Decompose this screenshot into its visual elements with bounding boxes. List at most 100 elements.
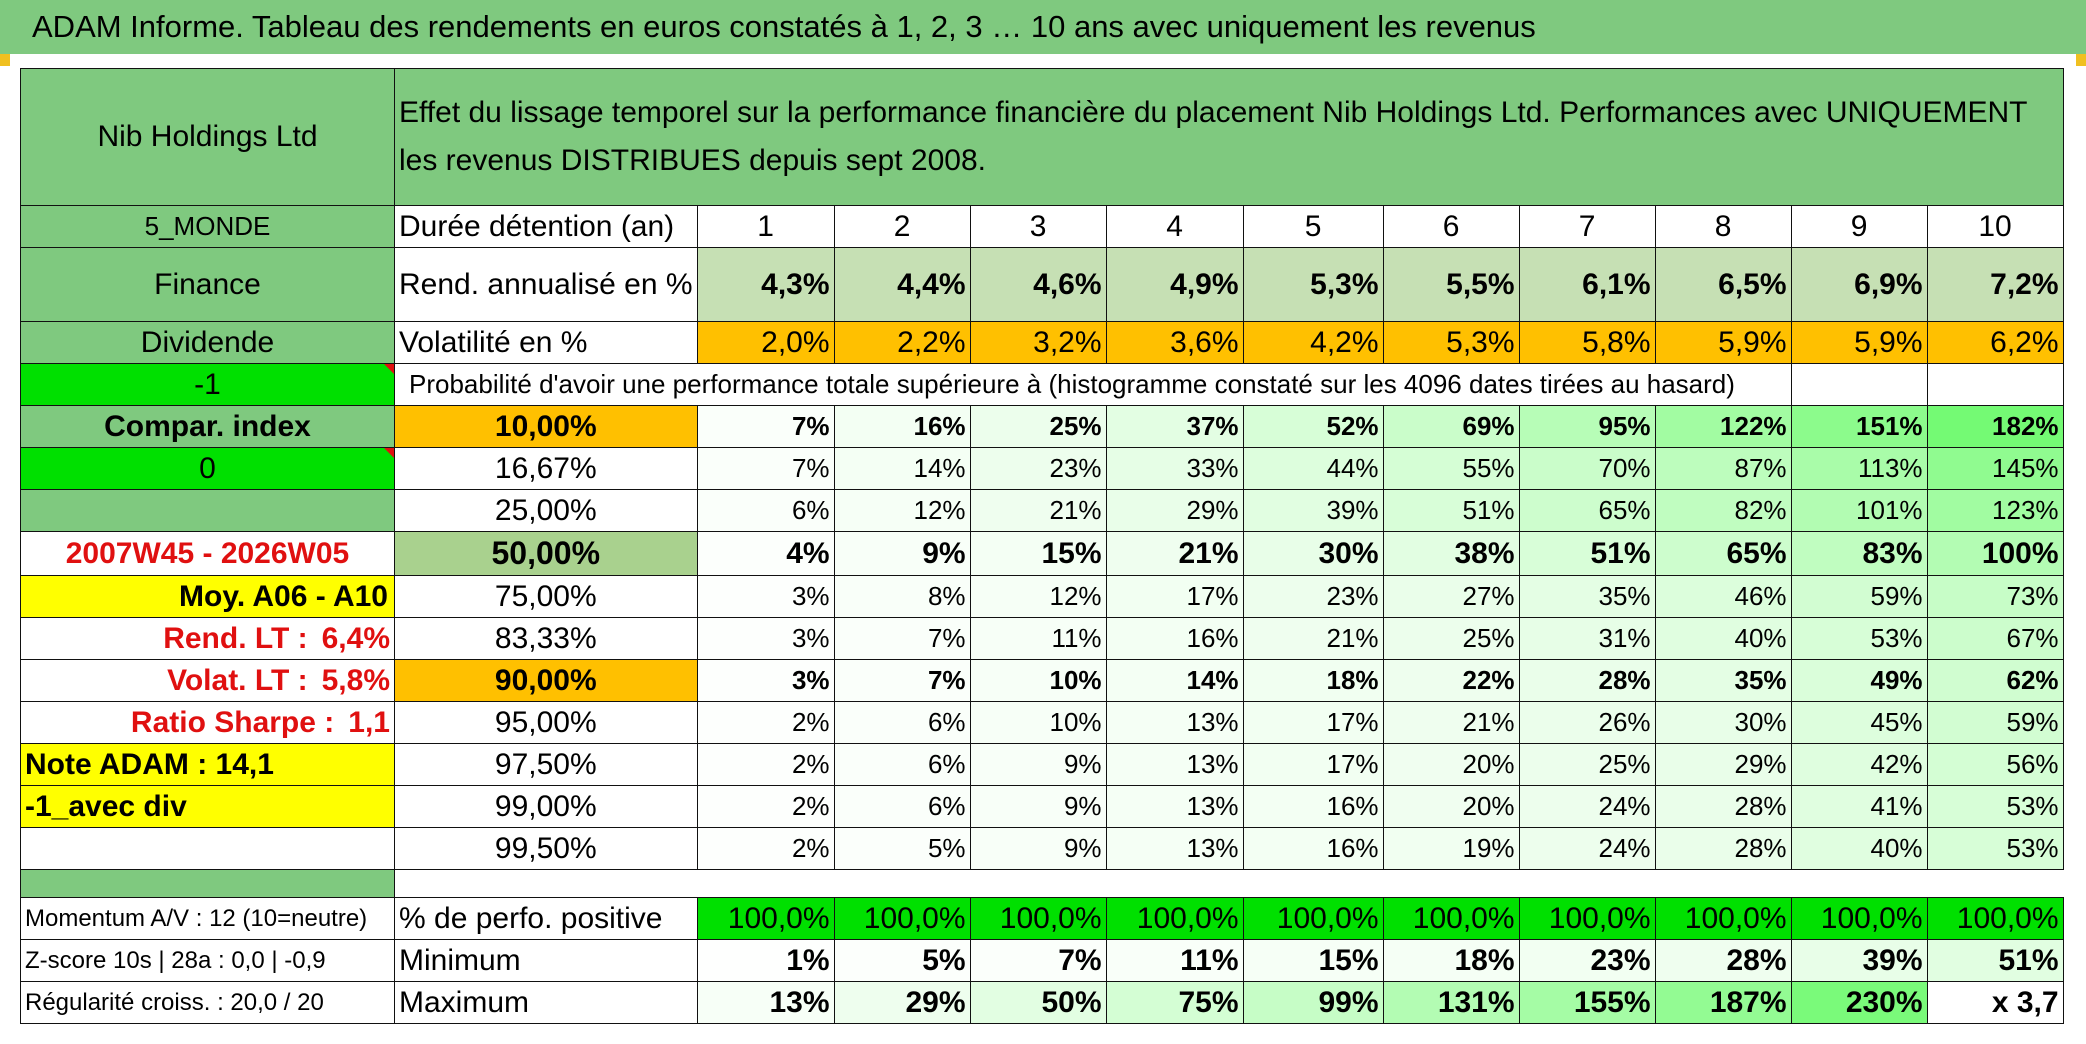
quantile-cell: 6% [696, 489, 835, 532]
empty-cell [1926, 363, 2064, 406]
quantile-cell: 21% [1382, 701, 1520, 744]
separator-gap [395, 870, 2064, 898]
quantile-row: 2007W45 - 2026W05 50,00% 4% 9% 15% 21% 30% 38% 5… [20, 531, 2064, 576]
volat-cell: 2,0% [696, 321, 835, 364]
quantile-cell: 30% [1242, 531, 1384, 576]
positive-cell: 100,0% [833, 897, 971, 940]
quantile-cell: 151% [1790, 405, 1928, 448]
quantile-cell: 17% [1242, 743, 1384, 786]
quantile-cell: 37% [1105, 405, 1244, 448]
quantile-cell: 53% [1926, 827, 2064, 870]
quantile-cell: 22% [1382, 659, 1520, 702]
positive-cell: 100,0% [1105, 897, 1244, 940]
quantile-cell: 20% [1382, 785, 1520, 828]
rend-cell: 6,9% [1790, 247, 1928, 322]
company-name: Nib Holdings Ltd [20, 68, 395, 206]
quantile-cell: 10% [969, 701, 1107, 744]
volat-cell: 3,6% [1105, 321, 1244, 364]
report-title: ADAM Informe. Tableau des rendements en … [32, 9, 1536, 44]
rend-cell: 6,1% [1518, 247, 1656, 322]
quantile-cell: 2% [696, 743, 835, 786]
quantile-pct: 16,67% [394, 447, 698, 490]
quantile-cell: 40% [1654, 617, 1792, 660]
volat-cell: 5,8% [1518, 321, 1656, 364]
maximum-cell: 131% [1382, 981, 1520, 1024]
quantile-cell: 2% [696, 701, 835, 744]
year-header: 1 [696, 205, 835, 248]
quantile-cell: 30% [1654, 701, 1792, 744]
quantile-cell: 6% [833, 743, 971, 786]
quantile-cell: 39% [1242, 489, 1384, 532]
rend-lt-value: 6,4% [321, 621, 390, 655]
positive-cell: 100,0% [1242, 897, 1384, 940]
type-label: Dividende [20, 321, 395, 364]
quantile-cell: 69% [1382, 405, 1520, 448]
moy-label: Moy. A06 - A10 [20, 575, 395, 618]
quantile-cell: 33% [1105, 447, 1244, 490]
quantile-pct: 83,33% [394, 617, 698, 660]
quantile-cell: 45% [1790, 701, 1928, 744]
quantile-cell: 25% [1518, 743, 1656, 786]
volat-cell: 5,3% [1382, 321, 1520, 364]
quantile-cell: 4% [696, 531, 835, 576]
quantile-pct: 75,00% [394, 575, 698, 618]
quantile-pct: 95,00% [394, 701, 698, 744]
quantile-cell: 59% [1790, 575, 1928, 618]
quantile-cell: 19% [1382, 827, 1520, 870]
positive-cell: 100,0% [1518, 897, 1656, 940]
quantile-cell: 2% [696, 785, 835, 828]
sharpe: Ratio Sharpe : 1,1 [20, 701, 395, 744]
quantile-cell: 28% [1654, 827, 1792, 870]
minimum-cell: 1% [696, 939, 835, 982]
quantile-cell: 12% [969, 575, 1107, 618]
positive-cell: 100,0% [1926, 897, 2064, 940]
maximum-label: Maximum [394, 981, 698, 1024]
quantile-cell: 18% [1242, 659, 1384, 702]
corner-marker [2076, 54, 2086, 66]
quantile-cell: 13% [1105, 827, 1244, 870]
year-header: 6 [1382, 205, 1520, 248]
flag-cell: -1 [20, 363, 395, 406]
quantile-cell: 51% [1382, 489, 1520, 532]
quantile-cell: 35% [1518, 575, 1656, 618]
quantile-cell: 13% [1105, 785, 1244, 828]
quantile-row: -1_avec div 99,00% 2% 6% 9% 13% 16% 20% 24% 28% 41… [20, 785, 2064, 828]
quantile-cell: 51% [1518, 531, 1656, 576]
quantile-cell: 145% [1926, 447, 2064, 490]
momentum-label: Momentum A/V : 12 (10=neutre) [20, 897, 395, 940]
quantile-pct: 10,00% [394, 405, 698, 448]
quantile-cell: 6% [833, 785, 971, 828]
empty-cell [1790, 363, 1928, 406]
volat-lt-value: 5,8% [321, 663, 390, 697]
empty-side-cell [20, 827, 395, 870]
quantile-cell: 24% [1518, 785, 1656, 828]
quantile-cell: 56% [1926, 743, 2064, 786]
period-label: 2007W45 - 2026W05 [20, 531, 395, 576]
quantile-cell: 29% [1105, 489, 1244, 532]
quantile-cell: 35% [1654, 659, 1792, 702]
quantile-cell: 21% [1242, 617, 1384, 660]
quantile-cell: 40% [1790, 827, 1928, 870]
positive-cell: 100,0% [696, 897, 835, 940]
positive-cell: 100,0% [1654, 897, 1792, 940]
quantile-row: Compar. index 10,00% 7% 16% 25% 37% 52% 69% 95% 1… [20, 405, 2064, 448]
quantile-row: 25,00% 6% 12% 21% 29% 39% 51% 65% 82% 101% 123% [20, 489, 2064, 532]
quantile-cell: 67% [1926, 617, 2064, 660]
quantile-cell: 9% [833, 531, 971, 576]
volat-cell: 4,2% [1242, 321, 1384, 364]
regularite-label: Régularité croiss. : 20,0 / 20 [20, 981, 395, 1024]
year-header: 4 [1105, 205, 1244, 248]
quantile-cell: 9% [969, 743, 1107, 786]
quantile-cell: 9% [969, 785, 1107, 828]
quantile-pct: 50,00% [394, 531, 698, 576]
maximum-cell: 50% [969, 981, 1107, 1024]
quantile-cell: 6% [833, 701, 971, 744]
quantile-cell: 122% [1654, 405, 1792, 448]
quantile-cell: 83% [1790, 531, 1928, 576]
quantile-cell: 7% [696, 447, 835, 490]
volat-cell: 5,9% [1654, 321, 1792, 364]
quantile-cell: 31% [1518, 617, 1656, 660]
quantile-cell: 65% [1518, 489, 1656, 532]
quantile-cell: 9% [969, 827, 1107, 870]
quantile-cell: 16% [1242, 827, 1384, 870]
